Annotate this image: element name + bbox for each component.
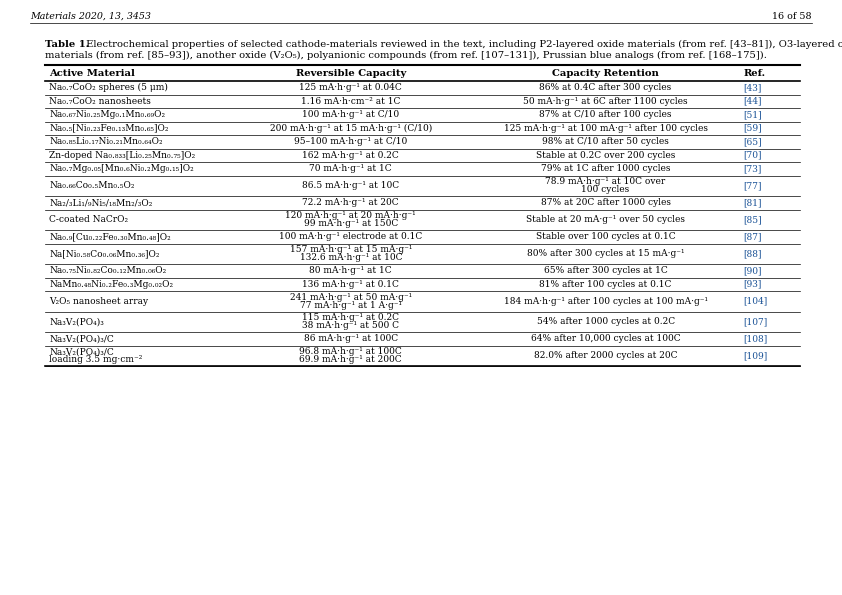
Text: 132.6 mA·h·g⁻¹ at 10C: 132.6 mA·h·g⁻¹ at 10C [300, 253, 402, 262]
Text: [108]: [108] [743, 334, 768, 343]
Text: Na₀.₉[Cu₀.₂₂Fe₀.₃₀Mn₀.₄₈]O₂: Na₀.₉[Cu₀.₂₂Fe₀.₃₀Mn₀.₄₈]O₂ [49, 232, 171, 241]
Text: 65% after 300 cycles at 1C: 65% after 300 cycles at 1C [544, 266, 668, 275]
Text: [43]: [43] [743, 83, 762, 92]
Text: [77]: [77] [743, 181, 762, 190]
Text: 72.2 mA·h·g⁻¹ at 20C: 72.2 mA·h·g⁻¹ at 20C [302, 198, 399, 207]
Text: 200 mA·h·g⁻¹ at 15 mA·h·g⁻¹ (C/10): 200 mA·h·g⁻¹ at 15 mA·h·g⁻¹ (C/10) [269, 124, 432, 133]
Text: Materials 2020, 13, 3453: Materials 2020, 13, 3453 [30, 12, 151, 21]
Text: 77 mA·h·g⁻¹ at 1 A·g⁻¹: 77 mA·h·g⁻¹ at 1 A·g⁻¹ [300, 300, 402, 309]
Text: [51]: [51] [743, 110, 762, 119]
Text: 82.0% after 2000 cycles at 20C: 82.0% after 2000 cycles at 20C [534, 351, 677, 360]
Text: 50 mA·h·g⁻¹ at 6C after 1100 cycles: 50 mA·h·g⁻¹ at 6C after 1100 cycles [523, 97, 688, 106]
Text: 125 mA·h·g⁻¹ at 100 mA·g⁻¹ after 100 cycles: 125 mA·h·g⁻¹ at 100 mA·g⁻¹ after 100 cyc… [504, 124, 707, 133]
Text: 120 mA·h·g⁻¹ at 20 mA·h·g⁻¹: 120 mA·h·g⁻¹ at 20 mA·h·g⁻¹ [285, 211, 416, 221]
Text: Na₀.₆₇Ni₀.₂₅Mg₀.₁Mn₀.₆₉O₂: Na₀.₆₇Ni₀.₂₅Mg₀.₁Mn₀.₆₉O₂ [49, 110, 165, 119]
Text: [70]: [70] [743, 151, 762, 159]
Text: 16 of 58: 16 of 58 [772, 12, 812, 21]
Text: 38 mA·h·g⁻¹ at 500 C: 38 mA·h·g⁻¹ at 500 C [302, 321, 399, 330]
Text: Na₃V₂(PO₄)₃: Na₃V₂(PO₄)₃ [49, 317, 104, 326]
Text: Ref.: Ref. [743, 70, 765, 79]
Text: 87% at 20C after 1000 cyles: 87% at 20C after 1000 cyles [541, 198, 670, 207]
Text: 241 mA·h·g⁻¹ at 50 mA·g⁻¹: 241 mA·h·g⁻¹ at 50 mA·g⁻¹ [290, 293, 412, 302]
Text: 96.8 mA·h·g⁻¹ at 100C: 96.8 mA·h·g⁻¹ at 100C [300, 347, 402, 356]
Text: 100 mA·h·g⁻¹ at C/10: 100 mA·h·g⁻¹ at C/10 [302, 110, 399, 119]
Text: [93]: [93] [743, 280, 762, 289]
Text: Stable at 20 mA·g⁻¹ over 50 cycles: Stable at 20 mA·g⁻¹ over 50 cycles [526, 215, 685, 224]
Text: Active Material: Active Material [49, 70, 135, 79]
Text: [88]: [88] [743, 249, 762, 258]
Text: Capacity Retention: Capacity Retention [552, 70, 659, 79]
Text: 64% after 10,000 cycles at 100C: 64% after 10,000 cycles at 100C [530, 334, 680, 343]
Text: Na₀.₇Mg₀.₀₅[Mn₀.₆Ni₀.₂Mg₀.₁₅]O₂: Na₀.₇Mg₀.₀₅[Mn₀.₆Ni₀.₂Mg₀.₁₅]O₂ [49, 164, 194, 173]
Text: 69.9 mA·h·g⁻¹ at 200C: 69.9 mA·h·g⁻¹ at 200C [300, 355, 402, 364]
Text: NaMn₀.₄₈Ni₀.₂Fe₀.₃Mg₀.₀₂O₂: NaMn₀.₄₈Ni₀.₂Fe₀.₃Mg₀.₀₂O₂ [49, 280, 173, 289]
Text: [104]: [104] [743, 297, 768, 306]
Text: 86.5 mA·h·g⁻¹ at 10C: 86.5 mA·h·g⁻¹ at 10C [302, 181, 399, 190]
Text: 1.16 mA·h·cm⁻² at 1C: 1.16 mA·h·cm⁻² at 1C [301, 97, 401, 106]
Text: Stable at 0.2C over 200 cycles: Stable at 0.2C over 200 cycles [536, 151, 675, 159]
Text: 100 cycles: 100 cycles [582, 185, 630, 194]
Text: 87% at C/10 after 100 cycles: 87% at C/10 after 100 cycles [540, 110, 672, 119]
Text: [87]: [87] [743, 232, 762, 241]
Text: 98% at C/10 after 50 cycles: 98% at C/10 after 50 cycles [542, 137, 669, 146]
Text: 86% at 0.4C after 300 cycles: 86% at 0.4C after 300 cycles [540, 83, 672, 92]
Text: Na₀.₈₅Li₀.₁₇Ni₀.₂₁Mn₀.₆₄O₂: Na₀.₈₅Li₀.₁₇Ni₀.₂₁Mn₀.₆₄O₂ [49, 137, 163, 146]
Text: 79% at 1C after 1000 cycles: 79% at 1C after 1000 cycles [541, 164, 670, 173]
Text: Na₀.₇CoO₂ nanosheets: Na₀.₇CoO₂ nanosheets [49, 97, 151, 106]
Text: [81]: [81] [743, 198, 762, 207]
Text: Na₀.₅[Ni₀.₂₃Fe₀.₁₃Mn₀.₆₅]O₂: Na₀.₅[Ni₀.₂₃Fe₀.₁₃Mn₀.₆₅]O₂ [49, 124, 168, 133]
Text: Na₂/₃Li₁/₉Ni₅/₁₈Mn₂/₃O₂: Na₂/₃Li₁/₉Ni₅/₁₈Mn₂/₃O₂ [49, 198, 152, 207]
Text: 81% after 100 cycles at 0.1C: 81% after 100 cycles at 0.1C [540, 280, 672, 289]
Text: Zn-doped Na₀.₈₃₃[Li₀.₂₅Mn₀.₇₅]O₂: Zn-doped Na₀.₈₃₃[Li₀.₂₅Mn₀.₇₅]O₂ [49, 151, 195, 159]
Text: 115 mA·h·g⁻¹ at 0.2C: 115 mA·h·g⁻¹ at 0.2C [302, 314, 399, 322]
Text: 157 mA·h·g⁻¹ at 15 mA·g⁻¹: 157 mA·h·g⁻¹ at 15 mA·g⁻¹ [290, 246, 412, 255]
Text: 86 mA·h·g⁻¹ at 100C: 86 mA·h·g⁻¹ at 100C [304, 334, 397, 343]
Text: [109]: [109] [743, 351, 768, 360]
Text: 99 mA·h·g⁻¹ at 150C: 99 mA·h·g⁻¹ at 150C [304, 219, 398, 228]
Text: 184 mA·h·g⁻¹ after 100 cycles at 100 mA·g⁻¹: 184 mA·h·g⁻¹ after 100 cycles at 100 mA·… [504, 297, 707, 306]
Text: 162 mA·h·g⁻¹ at 0.2C: 162 mA·h·g⁻¹ at 0.2C [302, 151, 399, 159]
Text: V₂O₅ nanosheet array: V₂O₅ nanosheet array [49, 297, 148, 306]
Text: [90]: [90] [743, 266, 762, 275]
Text: [59]: [59] [743, 124, 762, 133]
Text: loading 3.5 mg·cm⁻²: loading 3.5 mg·cm⁻² [49, 355, 142, 364]
Text: Table 1.: Table 1. [45, 40, 89, 49]
Text: Na[Ni₀.₅₈Co₀.₀₆Mn₀.₃₆]O₂: Na[Ni₀.₅₈Co₀.₀₆Mn₀.₃₆]O₂ [49, 249, 159, 258]
Text: Na₀.₇₅Ni₀.₈₂Co₀.₁₂Mn₀.₀₆O₂: Na₀.₇₅Ni₀.₈₂Co₀.₁₂Mn₀.₀₆O₂ [49, 266, 166, 275]
Text: Reversible Capacity: Reversible Capacity [296, 70, 406, 79]
Text: 70 mA·h·g⁻¹ at 1C: 70 mA·h·g⁻¹ at 1C [310, 164, 392, 173]
Text: 80% after 300 cycles at 15 mA·g⁻¹: 80% after 300 cycles at 15 mA·g⁻¹ [527, 249, 685, 258]
Text: 78.9 mA·h·g⁻¹ at 10C over: 78.9 mA·h·g⁻¹ at 10C over [546, 177, 666, 186]
Text: 125 mA·h·g⁻¹ at 0.04C: 125 mA·h·g⁻¹ at 0.04C [300, 83, 402, 92]
Text: Na₃V₂(PO₄)₃/C: Na₃V₂(PO₄)₃/C [49, 334, 114, 343]
Text: materials (from ref. [85–93]), another oxide (V₂O₅), polyanionic compounds (from: materials (from ref. [85–93]), another o… [45, 51, 767, 60]
Text: Na₃V₂(PO₄)₃/C: Na₃V₂(PO₄)₃/C [49, 347, 114, 356]
Text: Na₀.₇CoO₂ spheres (5 μm): Na₀.₇CoO₂ spheres (5 μm) [49, 83, 168, 92]
Text: 136 mA·h·g⁻¹ at 0.1C: 136 mA·h·g⁻¹ at 0.1C [302, 280, 399, 289]
Text: 80 mA·h·g⁻¹ at 1C: 80 mA·h·g⁻¹ at 1C [310, 266, 392, 275]
Text: [107]: [107] [743, 317, 768, 326]
Text: Stable over 100 cycles at 0.1C: Stable over 100 cycles at 0.1C [536, 232, 675, 241]
Text: 54% after 1000 cycles at 0.2C: 54% after 1000 cycles at 0.2C [536, 317, 674, 326]
Text: Na₀.₆₆Co₀.₅Mn₀.₅O₂: Na₀.₆₆Co₀.₅Mn₀.₅O₂ [49, 181, 135, 190]
Text: Electrochemical properties of selected cathode-materials reviewed in the text, i: Electrochemical properties of selected c… [83, 40, 842, 49]
Text: [85]: [85] [743, 215, 762, 224]
Text: [73]: [73] [743, 164, 762, 173]
Text: C-coated NaCrO₂: C-coated NaCrO₂ [49, 215, 128, 224]
Text: [65]: [65] [743, 137, 762, 146]
Text: [44]: [44] [743, 97, 762, 106]
Text: 95–100 mA·h·g⁻¹ at C/10: 95–100 mA·h·g⁻¹ at C/10 [294, 137, 408, 146]
Text: 100 mA·h·g⁻¹ electrode at 0.1C: 100 mA·h·g⁻¹ electrode at 0.1C [280, 232, 423, 241]
